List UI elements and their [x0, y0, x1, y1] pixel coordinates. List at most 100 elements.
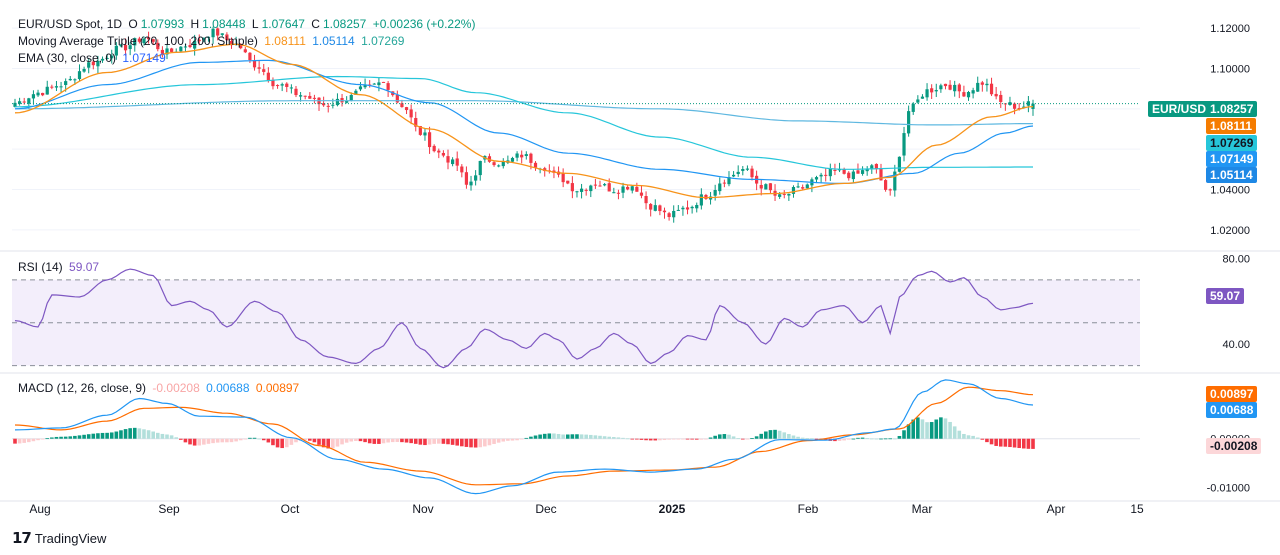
histogram-bar — [588, 434, 593, 439]
candle — [524, 151, 528, 160]
histogram-bar — [96, 433, 100, 439]
histogram-bar — [874, 438, 879, 440]
legend-macd-line: 0.00688 — [206, 381, 250, 395]
candle — [427, 126, 432, 154]
legend-ema-name: EMA (30, close, 0) — [18, 51, 117, 65]
candle-body — [441, 152, 445, 156]
candle-body — [916, 99, 920, 103]
candle — [501, 158, 505, 169]
candle-body — [635, 186, 639, 192]
tradingview-brand[interactable]: 𝟭𝟳 TradingView — [12, 529, 106, 547]
candle-body — [354, 90, 358, 95]
histogram-bar — [814, 438, 819, 440]
histogram-bar — [409, 438, 413, 444]
histogram-bar — [160, 433, 165, 439]
candle-body — [667, 213, 671, 218]
candle-body — [372, 83, 376, 85]
histogram-bar — [73, 435, 77, 439]
candle-body — [561, 173, 565, 183]
candle — [741, 166, 745, 176]
histogram-bar — [750, 438, 754, 439]
legend-symbol: EUR/USD Spot, 1D — [18, 17, 123, 31]
histogram-bar — [289, 438, 294, 445]
histogram-bar — [82, 434, 86, 439]
candle-body — [151, 39, 155, 42]
candle — [105, 53, 109, 60]
candle — [985, 78, 989, 92]
candle-body — [653, 205, 657, 211]
legend-high: 1.08448 — [202, 17, 246, 31]
histogram-bar — [469, 438, 473, 448]
histogram-bar — [658, 438, 662, 441]
candle-body — [27, 98, 31, 104]
candle — [289, 84, 293, 94]
candle — [211, 26, 215, 44]
candle-body — [980, 82, 984, 85]
candle-body — [409, 109, 413, 118]
candle-body — [133, 38, 137, 46]
candle — [612, 187, 616, 194]
histogram-bar — [294, 438, 298, 443]
histogram-bar — [639, 438, 644, 440]
candle — [183, 43, 188, 53]
candle — [487, 153, 492, 163]
macd-line — [14, 379, 1034, 495]
histogram-bar — [174, 437, 179, 439]
candle — [584, 188, 588, 196]
candle-body — [874, 163, 878, 170]
candle-body — [252, 60, 257, 68]
histogram-bar — [473, 438, 478, 448]
candle-body — [1017, 107, 1021, 109]
histogram-bar — [685, 438, 690, 440]
histogram-bar — [27, 438, 31, 443]
histogram-bar — [128, 428, 132, 439]
histogram-bar — [386, 438, 390, 443]
histogram-bar — [846, 438, 851, 440]
candle — [635, 182, 639, 192]
candle — [943, 83, 948, 90]
candle — [644, 191, 648, 210]
candle-body — [289, 87, 293, 89]
histogram-bar — [800, 437, 805, 439]
histogram-bar — [676, 438, 681, 440]
candle-body — [607, 183, 611, 192]
histogram-bar — [575, 434, 579, 439]
candle — [36, 89, 40, 97]
candle-body — [787, 193, 791, 196]
candle — [994, 86, 998, 100]
histogram-bar — [533, 435, 538, 439]
histogram-bar — [349, 438, 354, 442]
histogram-bar — [17, 438, 22, 444]
candle — [971, 87, 975, 99]
price-tick-label-0: 1.02000 — [1210, 225, 1250, 237]
candle-body — [345, 100, 349, 103]
candle-body — [478, 160, 482, 176]
legend-ema-row: EMA (30, close, 0) 1.07149 — [18, 51, 169, 65]
time-tick-label-1: Sep — [158, 502, 180, 516]
candle-body — [976, 82, 980, 92]
candle — [676, 205, 680, 211]
candle-body — [280, 84, 284, 86]
histogram-bar — [114, 431, 119, 439]
macd-histogram — [13, 417, 1035, 449]
candle — [363, 78, 367, 89]
candle — [1026, 96, 1030, 113]
histogram-bar — [483, 438, 487, 447]
histogram-bar — [381, 438, 386, 444]
candle — [865, 166, 869, 176]
candle — [372, 82, 376, 85]
candle — [722, 179, 726, 188]
candle — [68, 76, 72, 81]
histogram-bar — [612, 437, 616, 439]
candle-body — [262, 69, 266, 72]
candle-body — [114, 45, 118, 56]
ma100-line — [15, 75, 1033, 170]
candle — [285, 82, 289, 93]
histogram-bar — [464, 438, 469, 447]
histogram-bar — [142, 429, 146, 439]
histogram-bar — [851, 438, 856, 440]
histogram-bar — [86, 434, 91, 439]
candle — [188, 38, 192, 49]
histogram-bar — [971, 435, 975, 439]
